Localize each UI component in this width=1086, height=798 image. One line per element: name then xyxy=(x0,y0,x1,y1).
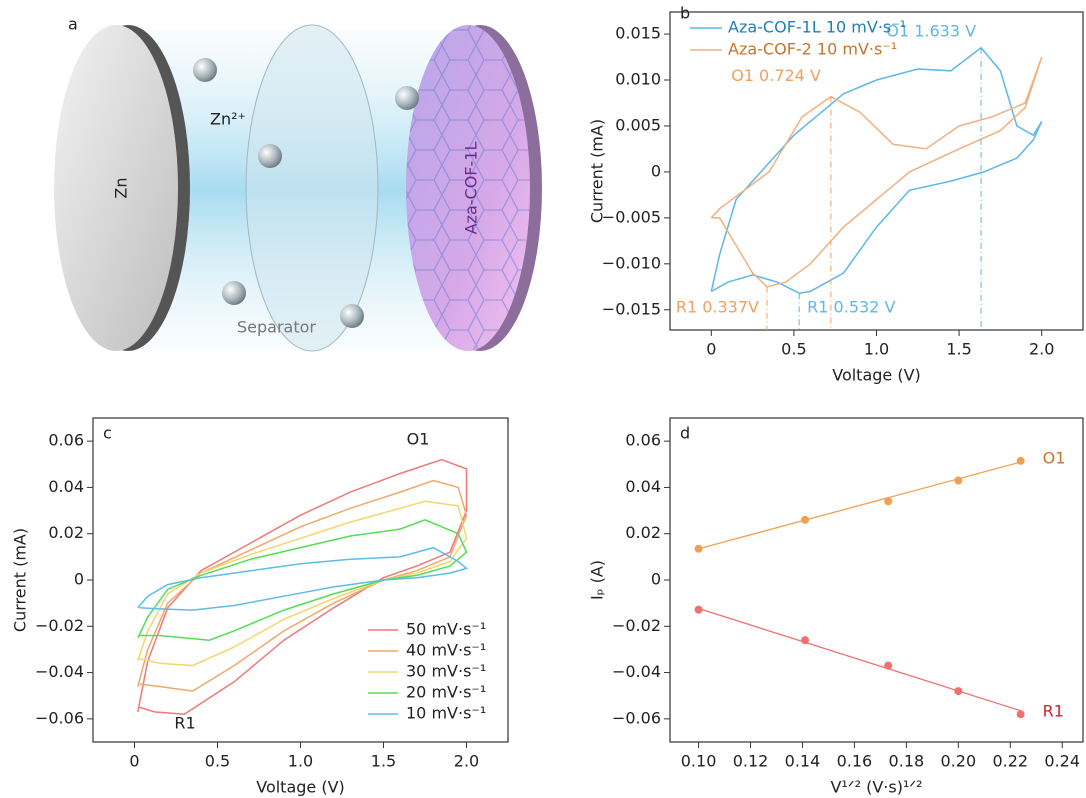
legend-label: 20 mV·s⁻¹ xyxy=(406,683,486,702)
x-tick-label: 1.0 xyxy=(864,340,889,359)
y-axis-label: Iₚ (A) xyxy=(588,560,607,600)
legend-label: 50 mV·s⁻¹ xyxy=(406,620,486,639)
cv-curve xyxy=(137,458,468,715)
legend-label: 30 mV·s⁻¹ xyxy=(406,662,486,681)
x-tick-label: 0.18 xyxy=(889,752,925,771)
y-tick-label: −0.04 xyxy=(35,662,84,681)
y-tick-label: −0.015 xyxy=(602,299,661,318)
series-label: O1 xyxy=(1043,448,1066,467)
y-tick-label: −0.02 xyxy=(35,616,84,635)
data-point xyxy=(801,515,810,524)
x-tick-label: 1.0 xyxy=(288,752,313,771)
cv-curve xyxy=(710,46,1043,294)
y-tick-label: −0.02 xyxy=(612,616,661,635)
x-tick-label: 0.22 xyxy=(992,752,1028,771)
separator-label: Separator xyxy=(237,318,316,337)
plot-frame xyxy=(669,417,1084,743)
panel-letter: c xyxy=(103,424,112,443)
data-point xyxy=(884,661,893,670)
panel-letter: d xyxy=(680,424,690,443)
y-tick-label: 0 xyxy=(651,570,661,589)
y-tick-label: 0.04 xyxy=(625,477,661,496)
x-tick-label: 0.5 xyxy=(205,752,230,771)
y-tick-label: −0.005 xyxy=(602,207,661,226)
x-tick-label: 0.5 xyxy=(781,340,806,359)
data-point xyxy=(954,687,963,696)
ion xyxy=(258,144,282,168)
y-tick-label: 0.02 xyxy=(48,523,84,542)
zn-disc xyxy=(54,25,178,351)
y-tick-label: 0.04 xyxy=(48,477,84,496)
y-tick-label: 0 xyxy=(74,570,84,589)
x-tick-label: 2.0 xyxy=(454,752,479,771)
y-tick-label: 0.015 xyxy=(615,24,661,43)
ion xyxy=(222,281,246,305)
x-tick-label: 0.16 xyxy=(837,752,873,771)
x-axis-label: V¹ᐟ² (V·s)¹ᐟ² xyxy=(830,778,922,797)
y-axis-label: Current (mA) xyxy=(588,119,607,223)
panel-letter: a xyxy=(68,15,78,34)
separator-disc xyxy=(245,24,379,352)
x-tick-label: 0 xyxy=(706,340,716,359)
ion xyxy=(340,304,364,328)
cof-label: Aza-COF-1L xyxy=(462,142,481,235)
y-tick-label: 0.010 xyxy=(615,70,661,89)
cv-curve xyxy=(137,479,468,692)
peak-label: O1 1.633 V xyxy=(886,21,976,40)
y-tick-label: 0 xyxy=(651,161,661,180)
x-tick-label: 0.14 xyxy=(785,752,821,771)
data-point xyxy=(694,544,703,553)
data-point xyxy=(801,636,810,645)
x-tick-label: 0 xyxy=(129,752,139,771)
cv-curve xyxy=(710,56,1043,288)
x-tick-label: 0.20 xyxy=(941,752,977,771)
ion xyxy=(193,58,217,82)
x-axis-label: Voltage (V) xyxy=(832,366,921,385)
y-tick-label: 0.02 xyxy=(625,523,661,542)
plot-frame xyxy=(669,11,1084,331)
y-tick-label: 0.06 xyxy=(48,431,84,450)
x-tick-label: 0.10 xyxy=(681,752,717,771)
peak-annotation: O1 xyxy=(407,430,430,449)
ion-label: Zn²⁺ xyxy=(210,110,246,129)
zn-label: Zn xyxy=(112,177,131,198)
legend-label: 40 mV·s⁻¹ xyxy=(406,641,486,660)
peak-label: O1 0.724 V xyxy=(731,66,821,85)
x-tick-label: 1.5 xyxy=(946,340,971,359)
y-tick-label: −0.06 xyxy=(612,708,661,727)
x-tick-label: 1.5 xyxy=(371,752,396,771)
peak-label: R1 0.337V xyxy=(676,298,759,317)
ion xyxy=(395,86,419,110)
cv-curve xyxy=(137,518,468,641)
y-tick-label: −0.06 xyxy=(35,708,84,727)
data-point xyxy=(884,497,893,506)
y-tick-label: −0.04 xyxy=(612,662,661,681)
data-point xyxy=(1016,456,1025,465)
series-label: R1 xyxy=(1043,702,1064,721)
x-tick-label: 0.24 xyxy=(1044,752,1080,771)
panel-letter: b xyxy=(680,4,690,23)
x-tick-label: 0.12 xyxy=(733,752,769,771)
legend-label: Aza-COF-1L 10 mV·s⁻¹ xyxy=(728,18,906,37)
cv-curve xyxy=(137,546,469,611)
peak-annotation: R1 xyxy=(174,714,195,733)
y-tick-label: 0.06 xyxy=(625,431,661,450)
legend-label: 10 mV·s⁻¹ xyxy=(406,704,486,723)
cv-curve xyxy=(137,500,468,667)
data-point xyxy=(954,476,963,485)
y-tick-label: 0.005 xyxy=(615,115,661,134)
legend-label: Aza-COF-2 10 mV·s⁻¹ xyxy=(728,40,897,59)
cof-pattern xyxy=(406,25,530,351)
y-tick-label: −0.010 xyxy=(602,253,661,272)
fit-line xyxy=(698,607,1021,712)
panel-a: a Zn Zn²⁺ Separator Aza-COF-1L xyxy=(54,15,542,352)
x-tick-label: 2.0 xyxy=(1029,340,1054,359)
x-axis-label: Voltage (V) xyxy=(256,778,345,797)
data-point xyxy=(1016,710,1025,719)
data-point xyxy=(694,605,703,614)
peak-label: R1 0.532 V xyxy=(807,298,895,317)
fit-line xyxy=(698,461,1021,550)
y-axis-label: Current (mA) xyxy=(11,528,30,632)
